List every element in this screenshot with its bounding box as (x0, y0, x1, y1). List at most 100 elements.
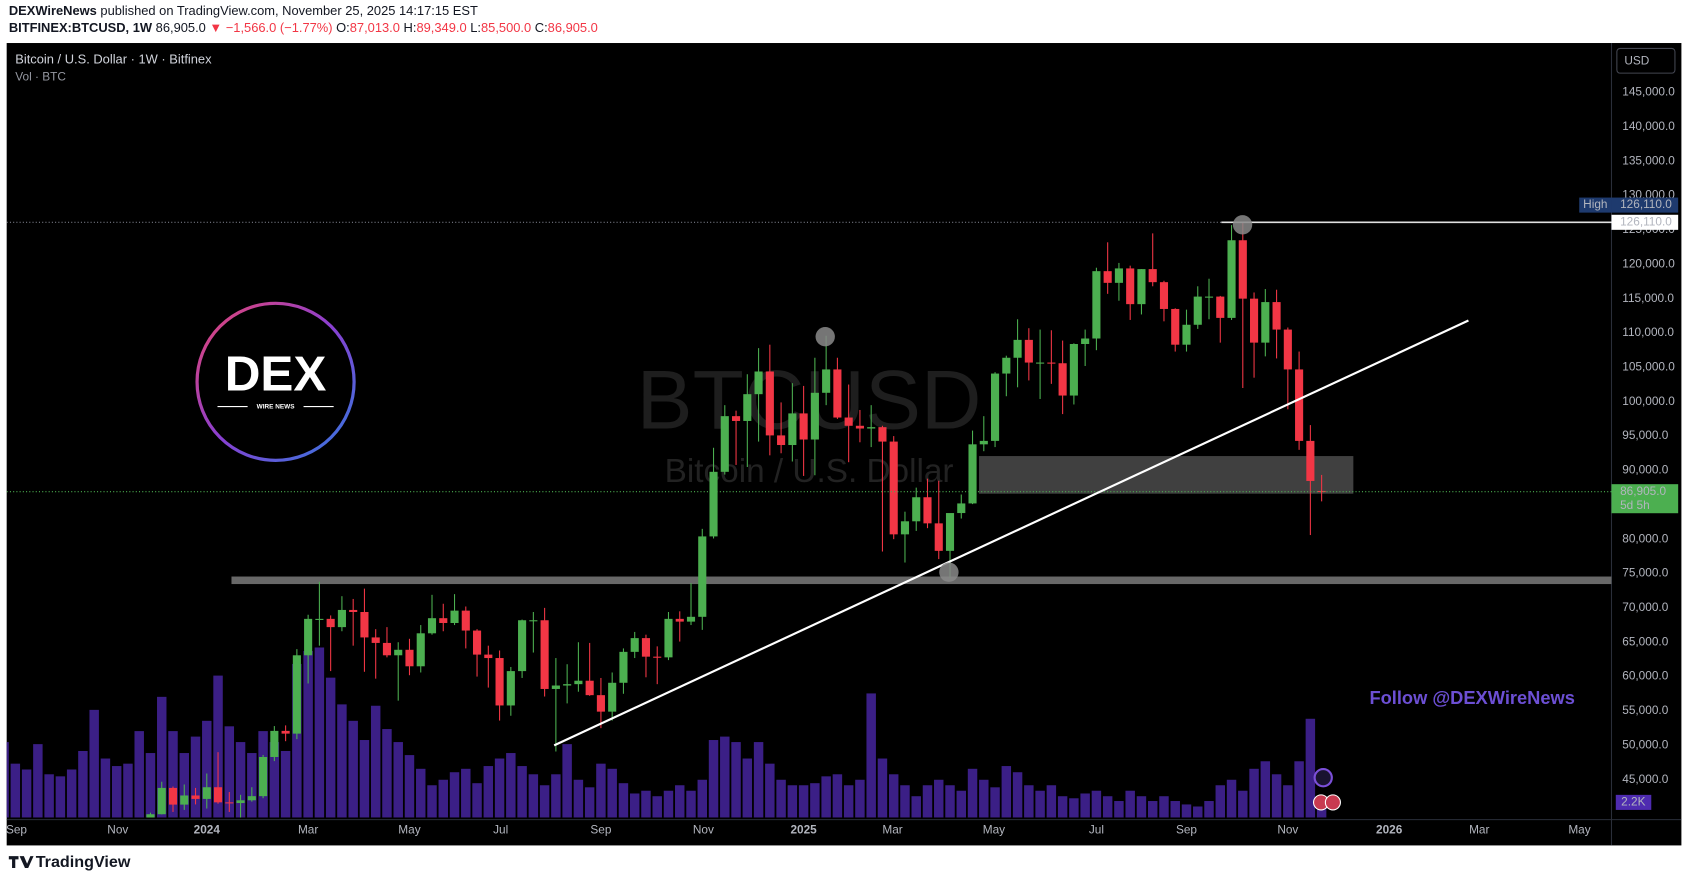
candle-body (731, 416, 741, 421)
volume-bar (776, 779, 786, 818)
volume-bar (708, 740, 719, 818)
ohlc-label: O: (336, 20, 350, 35)
volume-bar (123, 763, 133, 818)
volume-bar (506, 753, 516, 818)
volume-bar (1305, 718, 1316, 818)
change: ▼ −1,566.0 (−1.77%) (209, 20, 332, 35)
candle-body (315, 618, 324, 620)
y-tick-label: 115,000.0 (1622, 291, 1674, 305)
volume-bar (911, 796, 921, 818)
candle-body (1227, 240, 1236, 318)
y-tick-label: 140,000.0 (1622, 119, 1675, 133)
volume-bar (1159, 796, 1169, 818)
last-price-label: 86,905.0 (1620, 484, 1666, 498)
candle-body (855, 425, 864, 429)
event-icon[interactable] (1313, 767, 1333, 788)
candle-body (1114, 268, 1123, 283)
volume-bar (483, 766, 494, 818)
axes: 45,000.0 50,000.0 55,000.0 60,000.0 65,000.0… (6, 85, 1679, 836)
candle-body (495, 658, 504, 706)
volume-bar (979, 779, 989, 818)
x-tick-label: Mar (298, 822, 318, 836)
candle-body (1250, 298, 1259, 343)
high-line-box (1611, 214, 1679, 230)
overlay-layer (6, 221, 1612, 493)
volume-bar (224, 726, 235, 818)
volume-bar (157, 696, 167, 818)
candle-body (360, 612, 369, 638)
candle-body (979, 440, 988, 445)
candle-body (1159, 282, 1169, 309)
candle-body (686, 616, 696, 622)
volume-bar (1260, 761, 1271, 818)
volume-label: 2.2K (1621, 795, 1645, 809)
volume-bar (1204, 801, 1214, 818)
candle-body (101, 848, 109, 851)
candle-body (191, 795, 200, 799)
candle-body (754, 371, 763, 395)
candle-body (1272, 302, 1281, 330)
pivot-marker (815, 326, 835, 347)
candle-body (574, 680, 583, 685)
candle-body (777, 435, 786, 446)
candle-body (619, 651, 628, 683)
high-title: High (1583, 197, 1607, 211)
volume-bar (843, 785, 854, 818)
candle-body (247, 796, 256, 801)
candle-body (630, 638, 639, 652)
candle-body (1069, 344, 1078, 396)
volume-bar (945, 785, 955, 818)
logo-text: DEX (225, 347, 327, 402)
last-price: 86,905.0 (156, 20, 206, 35)
ohlc-label: C: (535, 20, 548, 35)
candle-body (968, 444, 977, 504)
y-tick-label: 70,000.0 (1622, 600, 1668, 614)
event-icon[interactable] (1324, 794, 1341, 811)
candle-body (281, 730, 290, 734)
candle-body (180, 795, 189, 805)
candle-body (664, 618, 673, 658)
candle-body (213, 787, 223, 803)
candle-body (529, 620, 538, 622)
candle-body (900, 521, 910, 535)
currency-box[interactable] (1616, 47, 1676, 74)
volume-bar (663, 790, 674, 818)
volume-bar (89, 709, 99, 818)
volume-bar (686, 790, 696, 818)
volume-bar (675, 785, 685, 818)
plot: BTCUSD Bitcoin / U.S. Dollar (6, 215, 1612, 851)
volume-bar (280, 750, 291, 818)
volume-bar (821, 776, 831, 818)
candle-body (1182, 324, 1191, 345)
x-tick-label: Jul (1089, 822, 1104, 836)
candle-body (304, 618, 313, 656)
y-tick-label: 50,000.0 (1622, 737, 1668, 751)
support-band (231, 576, 1612, 585)
high-value-box (1611, 197, 1679, 213)
volume-bar (438, 779, 448, 818)
volume-bar (427, 785, 437, 818)
ohlc-value: 89,349.0 (416, 20, 466, 35)
legend-title: Bitcoin / U.S. Dollar · 1W · Bitfinex (15, 52, 212, 67)
candle-body (1295, 369, 1304, 441)
volume-bar (877, 758, 888, 818)
candle-body (957, 503, 966, 514)
candle-body (991, 373, 1000, 441)
volume-bar (1069, 798, 1079, 818)
candle-body (1092, 271, 1101, 339)
candle-body (844, 417, 853, 426)
volume-bar (866, 693, 876, 818)
candle-body (1103, 271, 1112, 283)
volume-bar (461, 768, 471, 818)
volume-bar (562, 744, 572, 818)
volume-bar (1283, 785, 1293, 818)
logo-ring (195, 301, 356, 462)
volume-bar (359, 740, 370, 818)
x-tick-label: Nov (693, 822, 714, 836)
candle-layer (101, 222, 1326, 851)
volume-bar (1057, 796, 1068, 818)
candle-body (1261, 302, 1270, 343)
x-tick-label: Sep (590, 822, 611, 836)
x-tick-label: Sep (1176, 822, 1197, 836)
